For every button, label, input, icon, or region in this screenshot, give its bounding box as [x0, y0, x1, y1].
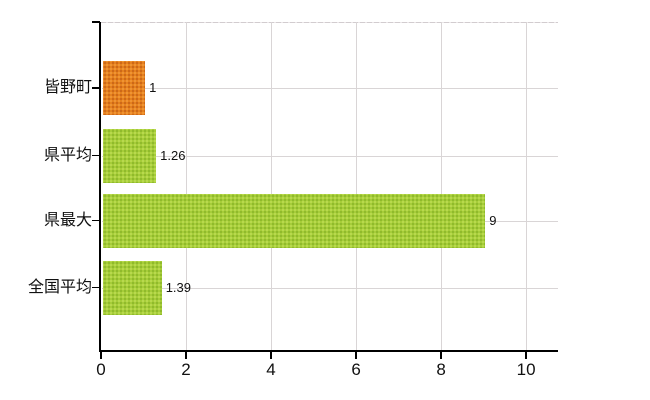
bar-value-label: 1 [149, 80, 157, 95]
plot-top-border [101, 22, 558, 23]
x-tick [440, 352, 442, 359]
bar [102, 193, 486, 248]
category-tick [92, 154, 100, 157]
category-tick [92, 219, 100, 222]
x-tick-label: 4 [266, 360, 276, 379]
x-tick [185, 352, 187, 359]
x-tick-label: 2 [181, 360, 191, 379]
bar-value-label: 1.26 [160, 147, 186, 163]
bar-value-label: 1.39 [165, 279, 191, 295]
category-tick [92, 286, 100, 289]
vertical-gridline [186, 22, 188, 352]
bar [102, 61, 146, 115]
vertical-gridline [271, 22, 273, 352]
category-tick [92, 87, 100, 89]
category-label: 県最大 [43, 211, 92, 229]
x-tick-label: 10 [516, 360, 536, 379]
x-tick-label: 0 [96, 360, 106, 379]
bar [102, 260, 162, 315]
category-label: 県平均 [43, 146, 92, 164]
vertical-gridline [441, 22, 443, 352]
y-axis-top-cap [92, 21, 100, 23]
category-label: 全国平均 [27, 278, 92, 296]
x-tick [355, 352, 357, 359]
y-axis-line [99, 22, 101, 352]
category-label: 皆野町 [43, 79, 92, 96]
x-tick [525, 352, 527, 359]
vertical-gridline [356, 22, 358, 352]
horizontal-gridline [102, 155, 558, 157]
x-tick-label: 6 [351, 360, 361, 379]
horizontal-gridline [102, 287, 558, 289]
x-tick [270, 352, 272, 359]
x-tick-label: 8 [436, 360, 446, 379]
bar [102, 128, 157, 183]
bar-value-label: 9 [489, 212, 497, 228]
x-tick [100, 352, 102, 359]
x-axis-line [99, 350, 558, 352]
horizontal-gridline [102, 88, 558, 89]
vertical-gridline [526, 22, 528, 352]
